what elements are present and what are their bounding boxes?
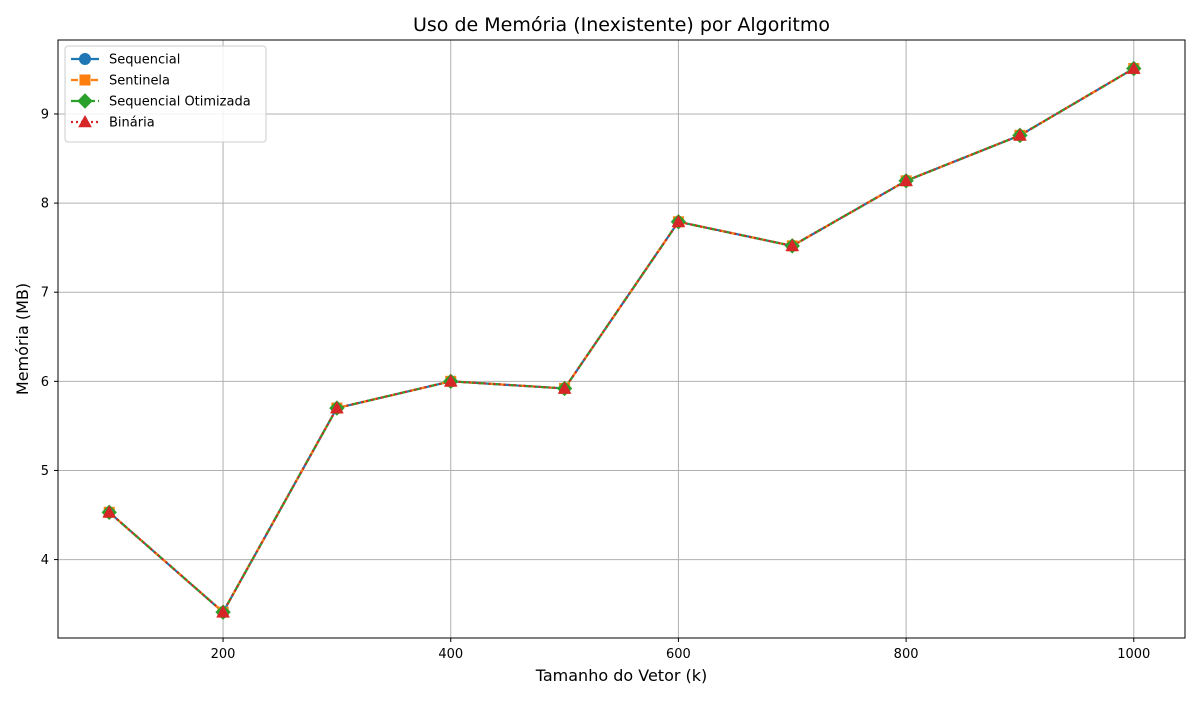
plot-area-frame bbox=[57, 39, 1186, 639]
series-3-point bbox=[899, 173, 913, 187]
series-3-point bbox=[1126, 61, 1141, 74]
y-tick-label: 6 bbox=[41, 375, 49, 390]
y-tick-label: 7 bbox=[41, 286, 49, 301]
x-tick-label: 400 bbox=[438, 647, 463, 662]
legend-marker-0 bbox=[79, 53, 91, 65]
legend-marker-2 bbox=[77, 93, 93, 109]
axis-ticks: 200 400 600 800 1000 4 5 6 7 8 9 bbox=[41, 107, 1151, 662]
series-3-point bbox=[443, 374, 458, 387]
y-tick-label: 4 bbox=[41, 553, 49, 568]
series-3-point bbox=[1013, 128, 1027, 141]
chart-title: Uso de Memória (Inexistente) por Algorit… bbox=[413, 14, 830, 36]
x-tick-label: 1000 bbox=[1117, 647, 1150, 662]
series-3-point bbox=[330, 401, 344, 414]
y-axis-label: Memória (MB) bbox=[13, 283, 32, 395]
y-tick-label: 9 bbox=[41, 107, 49, 122]
legend: Sequencial Sentinela Sequencial Otimizada B… bbox=[64, 45, 267, 143]
x-tick-label: 600 bbox=[666, 647, 691, 662]
legend-label-1: Sentinela bbox=[109, 74, 170, 89]
series-markers bbox=[101, 60, 1142, 620]
series-lines bbox=[108, 67, 1135, 614]
series-3-point bbox=[102, 505, 117, 518]
legend-label-2: Sequencial Otimizada bbox=[109, 95, 251, 110]
legend-box bbox=[64, 45, 267, 143]
legend-label-0: Sequencial bbox=[109, 53, 180, 68]
x-axis-label: Tamanho do Vetor (k) bbox=[535, 666, 708, 685]
y-tick-label: 5 bbox=[41, 464, 49, 479]
series-line-3 bbox=[108, 67, 1135, 614]
y-tick-label: 8 bbox=[41, 197, 49, 212]
series-3-point bbox=[557, 381, 572, 394]
legend-label-3: Binária bbox=[109, 116, 155, 131]
legend-marker-3 bbox=[78, 114, 92, 128]
series-3-point bbox=[785, 238, 800, 252]
x-tick-label: 800 bbox=[894, 647, 919, 662]
legend-marker-1 bbox=[79, 74, 91, 86]
grid-lines bbox=[58, 40, 1185, 638]
series-3-point bbox=[671, 214, 686, 228]
series-3-point bbox=[216, 605, 230, 618]
x-tick-label: 200 bbox=[211, 647, 236, 662]
